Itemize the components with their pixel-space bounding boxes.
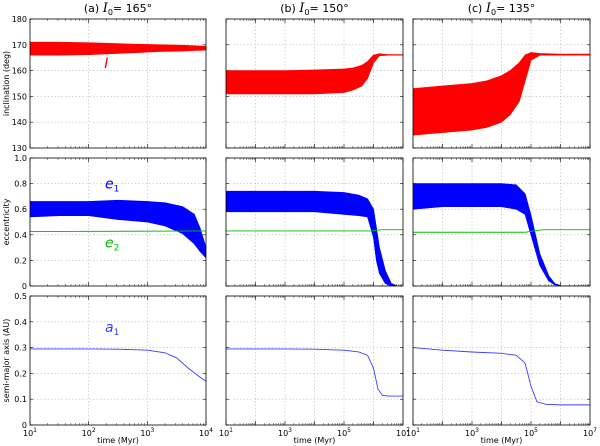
y-tick-label: 150 — [12, 92, 27, 101]
panel-frame — [412, 295, 591, 426]
y-tick-label: 140 — [12, 118, 27, 127]
x-tick-label: 102 — [82, 427, 96, 438]
series-I-upper — [413, 52, 590, 90]
annotation-I: I — [104, 56, 108, 72]
panel-r2-c1: 101 103 105 107 time (Myr) — [219, 295, 410, 445]
series-e2 — [226, 229, 403, 232]
series-e2 — [30, 230, 206, 233]
panel-frame — [225, 18, 404, 149]
y-tick-label: 130 — [12, 144, 27, 153]
series-I-lower — [30, 49, 206, 56]
series-e1-upper — [226, 190, 403, 286]
series-e1-lower — [413, 206, 590, 286]
y-tick-label: 0.6 — [14, 205, 27, 214]
panel-r0-c2 — [412, 18, 591, 149]
series-I — [413, 52, 590, 136]
series-group — [226, 190, 403, 286]
y-tick-label: 0.8 — [14, 180, 27, 189]
annotation-e2: e2 — [105, 236, 119, 254]
series-e1 — [30, 200, 206, 258]
series-e1-upper — [413, 183, 590, 286]
panel-frame — [29, 295, 207, 426]
panel-r1-c0: 0 0.2 0.4 0.6 0.8 1.0 e1 e2 — [14, 154, 207, 291]
series-e1-lower — [30, 215, 206, 259]
panel-frame — [29, 157, 207, 287]
x-axis-label: time (Myr) — [97, 436, 139, 445]
panel-r1-c2 — [412, 157, 591, 287]
y-tick-label: 0.4 — [14, 318, 27, 327]
y-tick-label: 180 — [12, 15, 27, 24]
series-I-upper — [226, 53, 403, 71]
y-tick-label: 1.0 — [14, 154, 27, 163]
panel-frame — [412, 157, 591, 287]
column-title: (c) I0= 135° — [468, 1, 536, 17]
series-group — [413, 183, 590, 286]
series-I-upper — [30, 41, 206, 47]
annotation-a1: a1 — [105, 320, 119, 338]
panel-r0-c0: 130 140 150 160 170 180 I — [12, 15, 207, 153]
y-tick-label: 0.4 — [14, 231, 27, 240]
series-group — [30, 348, 206, 382]
panel-r1-c1 — [225, 157, 404, 287]
series-I — [226, 53, 403, 94]
y-axis-label: eccentricity — [2, 198, 11, 245]
series-e1-lower — [226, 211, 403, 286]
x-tick-label: 101 — [219, 427, 233, 438]
y-tick-label: 170 — [12, 41, 27, 50]
series-e1 — [413, 183, 561, 286]
series-a1 — [30, 348, 206, 382]
x-tick-label: 103 — [140, 427, 154, 438]
y-axis-label: semi-major axis (AU) — [2, 319, 11, 403]
series-I-lower — [226, 54, 403, 95]
panel-frame — [225, 157, 404, 287]
series-e1-upper — [30, 199, 206, 248]
x-tick-label: 105 — [337, 427, 351, 438]
panel-r2-c2: 101 103 105 107 time (Myr) — [406, 295, 597, 445]
panel-r2-c0: 0 0.1 0.2 0.3 0.4 0.5 101 102 103 104 time (Myr) a1 — [14, 292, 213, 445]
y-tick-label: 0.3 — [14, 344, 27, 353]
x-axis-label: time (Myr) — [294, 436, 336, 445]
x-tick-label: 107 — [396, 427, 410, 438]
annotation-e1: e1 — [105, 177, 119, 195]
series-a1 — [413, 347, 590, 406]
series-group — [226, 53, 403, 95]
series-group — [30, 41, 206, 56]
series-I-lower — [413, 54, 590, 136]
series-e1 — [226, 191, 398, 286]
x-tick-label: 104 — [199, 427, 213, 438]
y-tick-label: 0.1 — [14, 395, 27, 404]
x-tick-label: 107 — [583, 427, 597, 438]
panel-frame — [29, 18, 207, 149]
y-tick-label: 160 — [12, 67, 27, 76]
series-group — [413, 52, 590, 136]
x-tick-label: 103 — [465, 427, 479, 438]
column-title: (a) I0= 165° — [84, 1, 152, 17]
y-tick-label: 0.5 — [14, 292, 27, 301]
y-tick-label: 0.2 — [14, 369, 27, 378]
column-title: (b) I0= 150° — [280, 1, 349, 17]
x-tick-label: 101 — [23, 427, 37, 438]
series-group — [413, 347, 590, 406]
x-tick-label: 105 — [524, 427, 538, 438]
y-tick-label: 0 — [22, 421, 27, 430]
series-I — [30, 42, 206, 56]
series-group — [226, 348, 403, 397]
y-axis-label: inclination (deg) — [2, 51, 11, 116]
panel-r0-c1 — [225, 18, 404, 149]
y-tick-label: 0 — [22, 282, 27, 291]
x-tick-label: 101 — [406, 427, 420, 438]
series-e2 — [413, 229, 590, 233]
series-a1 — [226, 348, 403, 397]
panel-frame — [412, 18, 591, 149]
x-tick-label: 103 — [278, 427, 292, 438]
panel-frame — [225, 295, 404, 426]
y-tick-label: 0.2 — [14, 256, 27, 265]
series-group — [30, 199, 206, 259]
x-axis-label: time (Myr) — [481, 436, 523, 445]
